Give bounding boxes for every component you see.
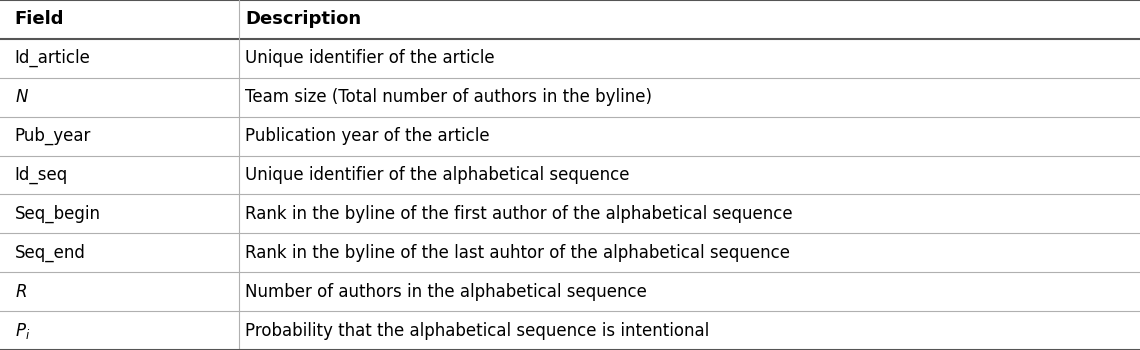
Text: Seq_begin: Seq_begin: [15, 205, 100, 223]
Text: Field: Field: [15, 10, 64, 28]
Text: Id_seq: Id_seq: [15, 166, 68, 184]
Text: Publication year of the article: Publication year of the article: [245, 127, 490, 145]
Text: Id_article: Id_article: [15, 49, 91, 68]
Text: $N$: $N$: [15, 88, 28, 106]
Text: $P_i$: $P_i$: [15, 321, 30, 341]
Text: Number of authors in the alphabetical sequence: Number of authors in the alphabetical se…: [245, 283, 648, 301]
Text: Unique identifier of the alphabetical sequence: Unique identifier of the alphabetical se…: [245, 166, 629, 184]
Text: Description: Description: [245, 10, 361, 28]
Text: Rank in the byline of the last auhtor of the alphabetical sequence: Rank in the byline of the last auhtor of…: [245, 244, 790, 262]
Text: Pub_year: Pub_year: [15, 127, 91, 145]
Text: Team size (Total number of authors in the byline): Team size (Total number of authors in th…: [245, 88, 652, 106]
Text: Seq_end: Seq_end: [15, 244, 85, 262]
Text: Rank in the byline of the first author of the alphabetical sequence: Rank in the byline of the first author o…: [245, 205, 792, 223]
Text: Unique identifier of the article: Unique identifier of the article: [245, 49, 495, 67]
Text: Probability that the alphabetical sequence is intentional: Probability that the alphabetical sequen…: [245, 322, 709, 340]
Text: $R$: $R$: [15, 283, 27, 301]
